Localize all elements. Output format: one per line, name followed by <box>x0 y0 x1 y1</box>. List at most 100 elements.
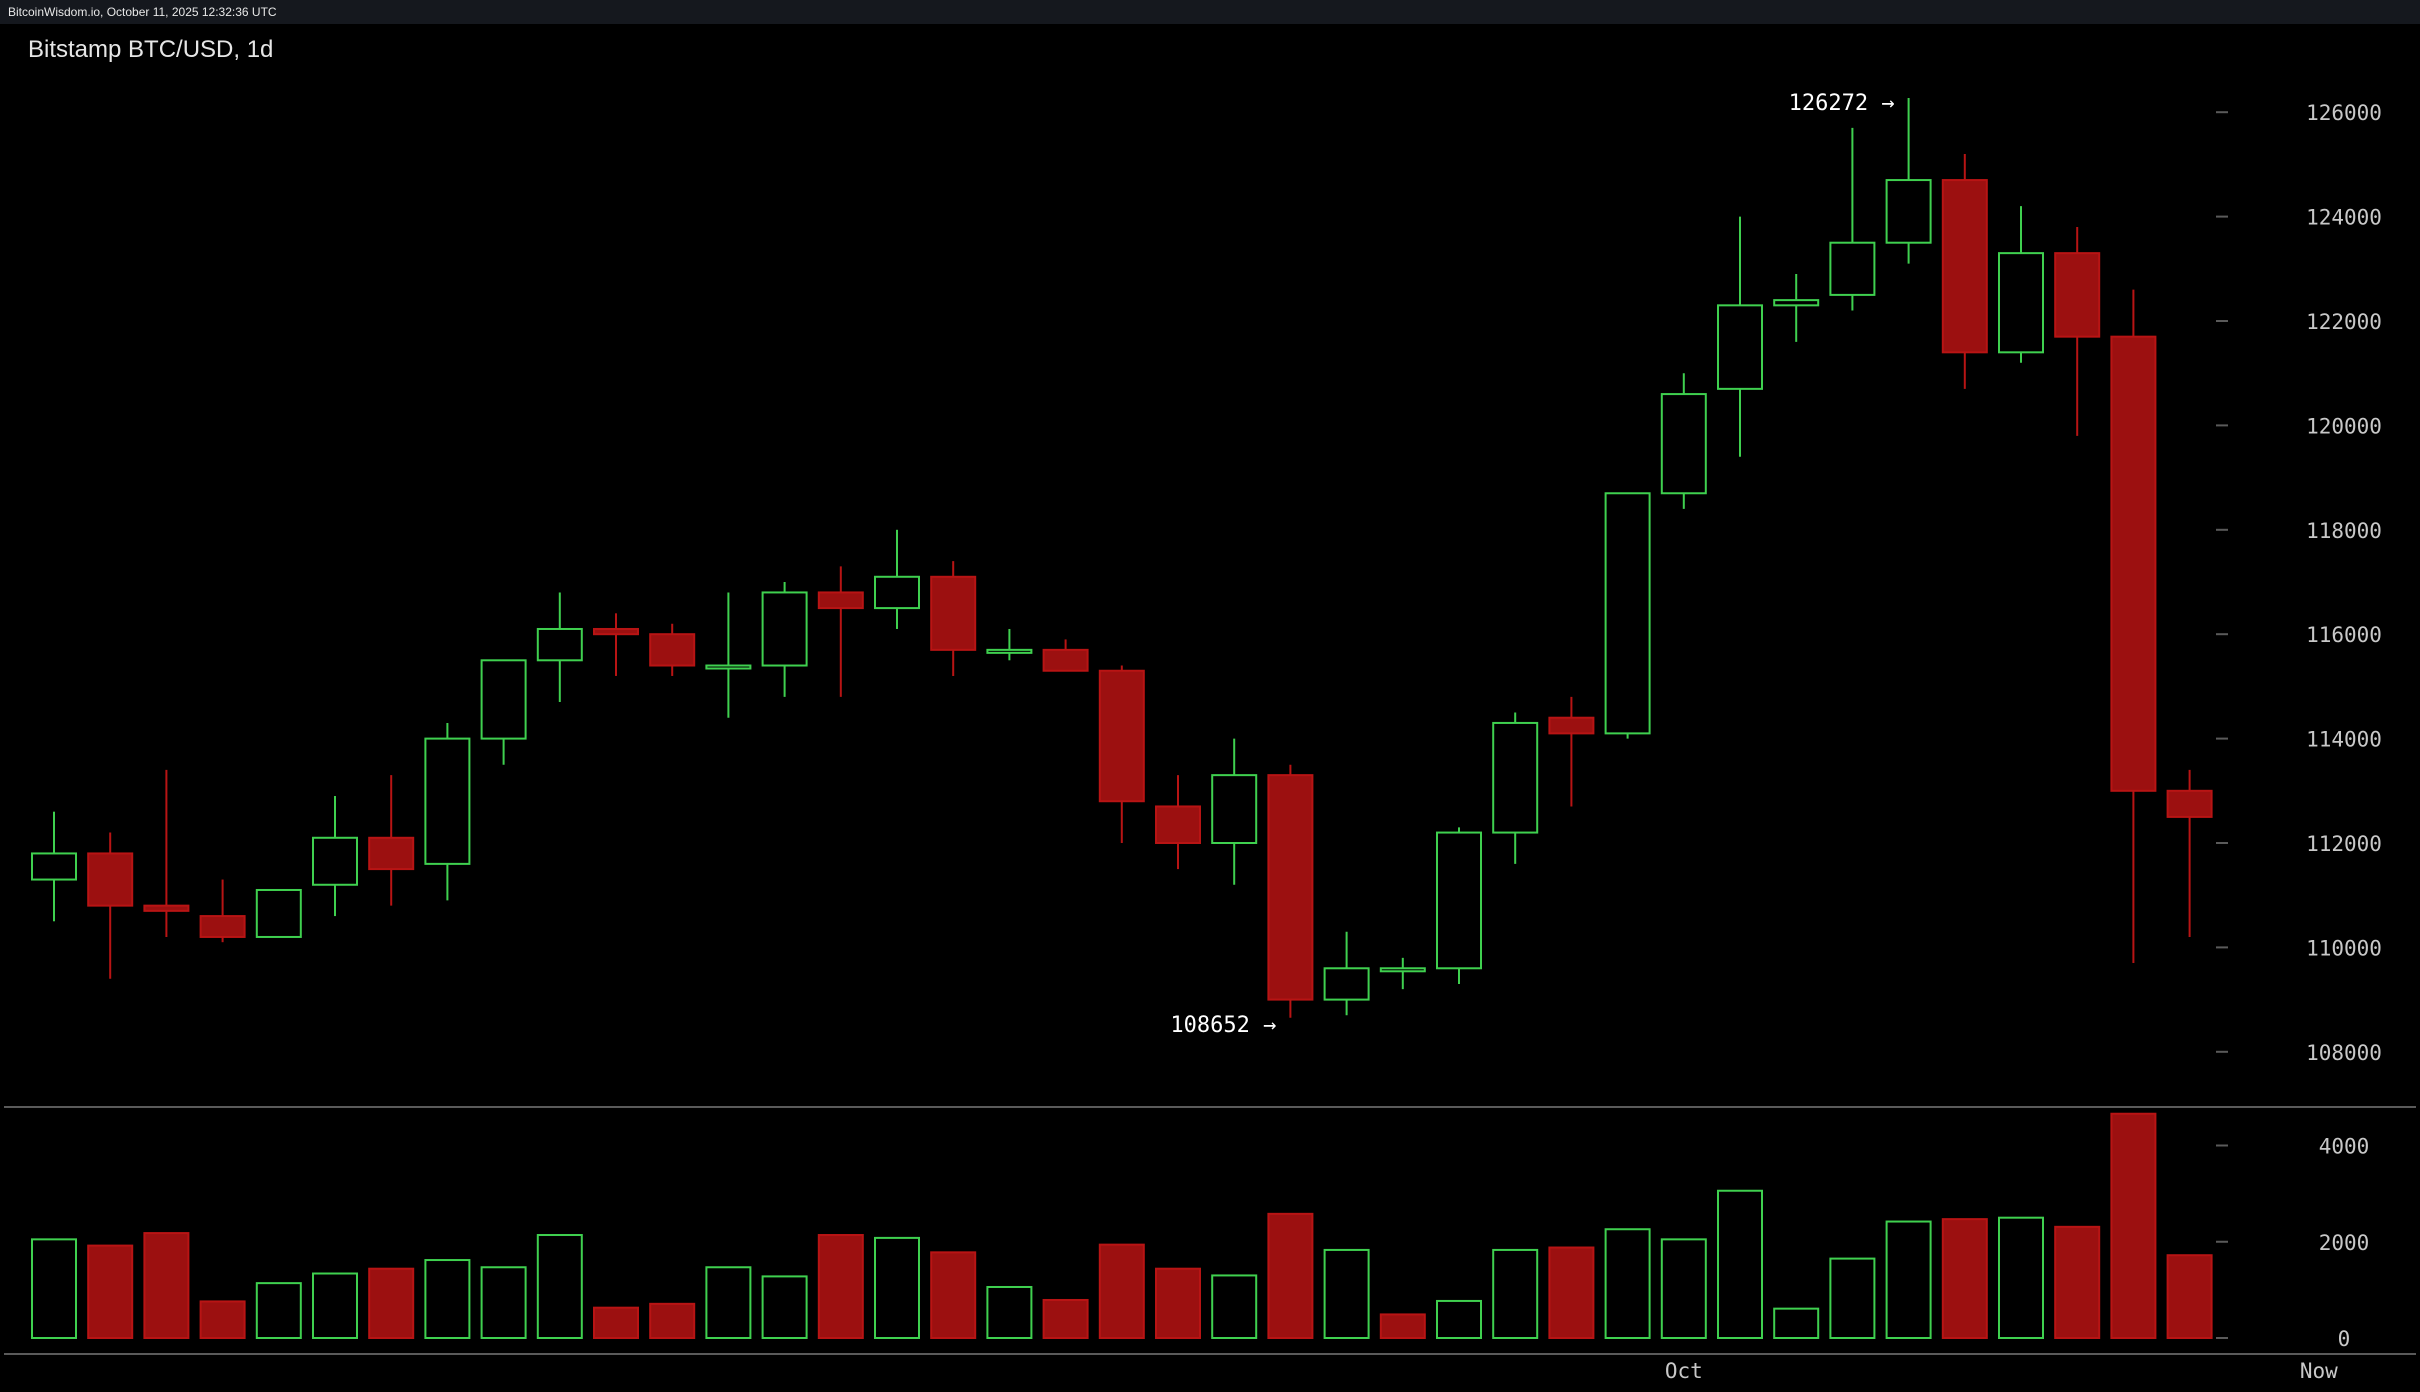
candle-body <box>649 633 696 667</box>
volume-bar <box>368 1267 415 1339</box>
price-tick-label: 114000 <box>2306 728 2382 752</box>
volume-bar <box>1604 1228 1651 1340</box>
x-axis-label: Oct <box>1665 1359 1703 1383</box>
screenshot-source-bar: BitcoinWisdom.io, October 11, 2025 12:32… <box>0 0 2420 24</box>
candle <box>1604 492 1651 739</box>
volume-bar <box>593 1306 639 1340</box>
volume-bar <box>817 1234 864 1339</box>
candle-body <box>761 591 808 667</box>
volume-bar <box>1155 1267 1201 1339</box>
price-tick-label: 112000 <box>2306 832 2382 856</box>
candle <box>480 659 527 765</box>
price-tick-label: 120000 <box>2306 414 2382 438</box>
x-axis-label: Now <box>2300 1359 2338 1383</box>
candle-body <box>1379 967 1426 973</box>
volume-bar <box>31 1238 77 1339</box>
candle <box>1379 957 1426 990</box>
volume-bar <box>536 1234 583 1339</box>
volume-bar <box>255 1282 302 1339</box>
candle-body <box>1998 252 2044 354</box>
candle-body <box>705 664 752 670</box>
volume-bar <box>761 1275 808 1340</box>
price-axis: 108000 110000 112000 114000 116000 118000 1200… <box>2216 101 2382 1065</box>
candle <box>874 529 920 629</box>
volume-axis: 0 2000 4000 <box>2216 1135 2370 1351</box>
candle-body <box>255 888 302 938</box>
candle <box>1492 712 1539 864</box>
candle-body <box>1042 648 1089 672</box>
candle-body <box>1885 179 1932 244</box>
candle-body <box>1492 721 1539 834</box>
volume-bar <box>2110 1112 2157 1340</box>
volume-bar <box>1267 1212 1314 1340</box>
candle-body <box>2166 789 2213 818</box>
candle-body <box>2054 252 2101 338</box>
candle <box>817 566 864 697</box>
volume-bar <box>1998 1216 2044 1339</box>
candle <box>1436 827 1482 984</box>
candle-body <box>1098 669 1145 803</box>
candle <box>1548 696 1595 807</box>
volume-bar <box>1042 1298 1089 1339</box>
candlestick-series <box>31 98 2213 1018</box>
price-tick-label: 122000 <box>2306 310 2382 334</box>
candle <box>1717 216 1763 457</box>
candle <box>649 623 696 676</box>
candle <box>1773 274 1820 342</box>
low-annotation: 108652 → <box>1170 1013 1276 1038</box>
candle-body <box>480 659 527 740</box>
candle <box>143 769 190 937</box>
candle-body <box>1941 179 1988 354</box>
candle <box>1267 764 1314 1018</box>
candle <box>1998 206 2044 363</box>
price-annotations: 126272 → 108652 → <box>1170 91 1894 1038</box>
candle-body <box>87 852 134 907</box>
volume-bar <box>705 1266 752 1339</box>
volume-bar <box>2166 1254 2213 1339</box>
volume-tick-label: 2000 <box>2319 1231 2370 1255</box>
candle <box>199 879 246 943</box>
candle <box>87 832 134 979</box>
candle-body <box>199 915 246 938</box>
candle-body <box>536 627 583 662</box>
candle-body <box>1660 393 1707 495</box>
candle <box>930 561 977 676</box>
candle-body <box>1155 805 1201 845</box>
volume-bar <box>1098 1243 1145 1339</box>
candle <box>1042 639 1089 672</box>
volume-bar <box>1773 1307 1820 1340</box>
price-tick-label: 116000 <box>2306 623 2382 647</box>
price-tick-label: 126000 <box>2306 101 2382 125</box>
volume-bar <box>1323 1248 1370 1340</box>
volume-bar <box>1829 1257 1876 1339</box>
candle <box>255 888 302 938</box>
volume-bar <box>1717 1189 1763 1340</box>
candle-body <box>874 575 920 610</box>
volume-bar <box>930 1251 977 1340</box>
candle-body <box>368 836 415 871</box>
candle-body <box>312 836 358 886</box>
volume-tick-label: 0 <box>2338 1327 2351 1351</box>
candle <box>312 796 358 917</box>
candle <box>2166 769 2213 937</box>
high-annotation: 126272 → <box>1789 91 1895 116</box>
candle-body <box>1717 304 1763 390</box>
candle-body <box>1211 774 1258 845</box>
volume-series <box>31 1112 2213 1340</box>
volume-tick-label: 4000 <box>2319 1135 2370 1159</box>
volume-bar <box>986 1285 1033 1340</box>
volume-bar <box>1492 1248 1539 1340</box>
candle <box>1660 373 1707 509</box>
candle <box>536 592 583 703</box>
candle <box>1941 153 1988 389</box>
volume-bar <box>1660 1238 1707 1339</box>
chart-frame <box>4 24 2416 1388</box>
price-tick-label: 108000 <box>2306 1041 2382 1065</box>
volume-bar <box>2054 1225 2101 1340</box>
volume-bar <box>87 1244 134 1339</box>
volume-bar <box>424 1259 471 1339</box>
source-label: BitcoinWisdom.io, October 11, 2025 12:32… <box>8 5 277 19</box>
volume-bar <box>649 1302 696 1340</box>
candle <box>2054 227 2101 436</box>
